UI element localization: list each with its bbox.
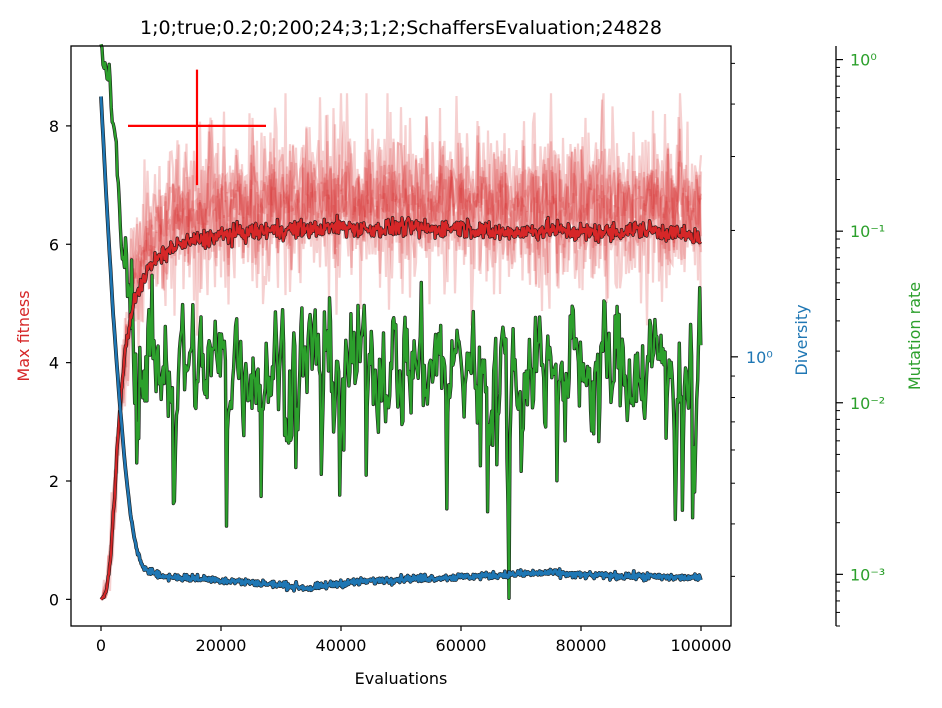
mutation-rate-line [99,44,702,600]
mutation-tick-label: 10⁻¹ [850,222,885,241]
x-axis-label: Evaluations [355,669,448,688]
mutation-tick-label: 10⁰ [850,51,877,70]
left-tick-label: 6 [49,235,59,254]
left-tick-label: 0 [49,590,59,609]
left-tick-label: 2 [49,472,59,491]
fitness-line [100,214,702,601]
plot-frame [70,45,732,627]
chart-title: 1;0;true;0.2;0;200;24;3;1;2;SchaffersEva… [140,17,662,39]
x-tick-label: 80000 [556,636,607,655]
axes: 0 20000 40000 60000 80000 100000 0 2 4 6 8 10⁰ 10⁻³ 1… [49,45,885,655]
crosshair-marker [128,69,266,186]
mutation-axis-label: Mutation rate [905,282,924,390]
x-tick-label: 0 [96,636,106,655]
diversity-tick-label: 10⁰ [746,348,773,367]
fitness-run-trace [100,93,703,601]
x-tick-label: 100000 [670,636,731,655]
diversity-axis-label: Diversity [792,304,811,375]
fitness-runs-band [99,93,703,601]
left-tick-label: 4 [49,354,59,373]
fitness-run-trace [100,93,703,601]
x-tick-label: 40000 [316,636,367,655]
mutation-tick-label: 10⁻² [850,394,885,413]
fitness-run-trace [99,93,703,600]
left-axis-label: Max fitness [14,290,33,381]
mutation-tick-label: 10⁻³ [850,565,885,584]
left-tick-label: 8 [49,117,59,136]
x-tick-label: 20000 [196,636,247,655]
series-lines [99,43,703,601]
fitness-run-trace [99,95,703,600]
x-tick-label: 60000 [436,636,487,655]
diversity-line [99,96,703,592]
fitness-run-trace [101,93,703,601]
